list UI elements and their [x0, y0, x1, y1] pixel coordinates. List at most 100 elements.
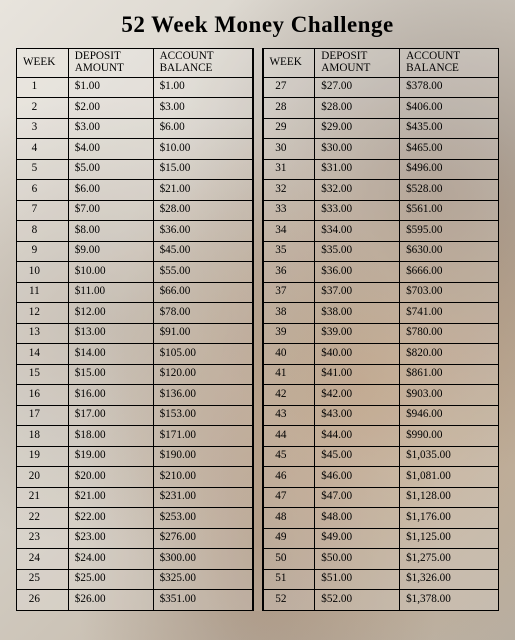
deposit-cell: $38.00 — [315, 303, 400, 324]
week-cell: 11 — [17, 282, 69, 303]
week-cell: 3 — [17, 118, 69, 139]
table-row: 15$15.00$120.00 — [17, 364, 253, 385]
week-cell: 4 — [17, 139, 69, 160]
balance-cell: $630.00 — [400, 241, 499, 262]
balance-cell: $496.00 — [400, 159, 499, 180]
deposit-cell: $46.00 — [315, 467, 400, 488]
week-cell: 44 — [263, 426, 315, 447]
balance-cell: $1,125.00 — [400, 528, 499, 549]
balance-cell: $435.00 — [400, 118, 499, 139]
balance-cell: $45.00 — [153, 241, 252, 262]
week-cell: 24 — [17, 549, 69, 570]
table-row: 40$40.00$820.00 — [263, 344, 499, 365]
table-row: 5$5.00$15.00 — [17, 159, 253, 180]
deposit-cell: $51.00 — [315, 569, 400, 590]
deposit-cell: $52.00 — [315, 590, 400, 611]
table-row: 37$37.00$703.00 — [263, 282, 499, 303]
deposit-cell: $29.00 — [315, 118, 400, 139]
balance-cell: $990.00 — [400, 426, 499, 447]
table-row: 18$18.00$171.00 — [17, 426, 253, 447]
table-row: 21$21.00$231.00 — [17, 487, 253, 508]
balance-cell: $406.00 — [400, 98, 499, 119]
header-row: WEEK DEPOSIT AMOUNT ACCOUNT BALANCE — [17, 49, 253, 78]
table-row: 3$3.00$6.00 — [17, 118, 253, 139]
table-row: 8$8.00$36.00 — [17, 221, 253, 242]
table-row: 42$42.00$903.00 — [263, 385, 499, 406]
balance-cell: $6.00 — [153, 118, 252, 139]
deposit-cell: $28.00 — [315, 98, 400, 119]
col-header-balance: ACCOUNT BALANCE — [400, 49, 499, 78]
balance-cell: $595.00 — [400, 221, 499, 242]
balance-cell: $231.00 — [153, 487, 252, 508]
week-cell: 8 — [17, 221, 69, 242]
balance-cell: $1,275.00 — [400, 549, 499, 570]
week-cell: 49 — [263, 528, 315, 549]
balance-cell: $528.00 — [400, 180, 499, 201]
balance-cell: $1,081.00 — [400, 467, 499, 488]
deposit-cell: $23.00 — [68, 528, 153, 549]
deposit-cell: $22.00 — [68, 508, 153, 529]
table-row: 17$17.00$153.00 — [17, 405, 253, 426]
header-row: WEEK DEPOSIT AMOUNT ACCOUNT BALANCE — [263, 49, 499, 78]
week-cell: 17 — [17, 405, 69, 426]
week-cell: 6 — [17, 180, 69, 201]
week-cell: 23 — [17, 528, 69, 549]
balance-cell: $105.00 — [153, 344, 252, 365]
balance-cell: $276.00 — [153, 528, 252, 549]
week-cell: 36 — [263, 262, 315, 283]
table-row: 1$1.00$1.00 — [17, 77, 253, 98]
balance-cell: $28.00 — [153, 200, 252, 221]
balance-cell: $153.00 — [153, 405, 252, 426]
table-row: 33$33.00$561.00 — [263, 200, 499, 221]
deposit-cell: $49.00 — [315, 528, 400, 549]
balance-cell: $171.00 — [153, 426, 252, 447]
deposit-cell: $7.00 — [68, 200, 153, 221]
week-cell: 19 — [17, 446, 69, 467]
week-cell: 38 — [263, 303, 315, 324]
table-row: 47$47.00$1,128.00 — [263, 487, 499, 508]
week-cell: 35 — [263, 241, 315, 262]
deposit-cell: $15.00 — [68, 364, 153, 385]
deposit-cell: $8.00 — [68, 221, 153, 242]
week-cell: 27 — [263, 77, 315, 98]
challenge-table-right: WEEK DEPOSIT AMOUNT ACCOUNT BALANCE 27$2… — [263, 48, 500, 611]
week-cell: 29 — [263, 118, 315, 139]
balance-cell: $1,326.00 — [400, 569, 499, 590]
deposit-cell: $40.00 — [315, 344, 400, 365]
table-row: 26$26.00$351.00 — [17, 590, 253, 611]
balance-cell: $1,378.00 — [400, 590, 499, 611]
deposit-cell: $10.00 — [68, 262, 153, 283]
deposit-cell: $9.00 — [68, 241, 153, 262]
balance-cell: $1.00 — [153, 77, 252, 98]
table-row: 7$7.00$28.00 — [17, 200, 253, 221]
table-row: 14$14.00$105.00 — [17, 344, 253, 365]
deposit-cell: $32.00 — [315, 180, 400, 201]
deposit-cell: $42.00 — [315, 385, 400, 406]
balance-cell: $741.00 — [400, 303, 499, 324]
deposit-cell: $18.00 — [68, 426, 153, 447]
deposit-cell: $6.00 — [68, 180, 153, 201]
week-cell: 33 — [263, 200, 315, 221]
balance-cell: $10.00 — [153, 139, 252, 160]
week-cell: 45 — [263, 446, 315, 467]
week-cell: 9 — [17, 241, 69, 262]
table-row: 36$36.00$666.00 — [263, 262, 499, 283]
balance-cell: $190.00 — [153, 446, 252, 467]
balance-cell: $666.00 — [400, 262, 499, 283]
table-row: 20$20.00$210.00 — [17, 467, 253, 488]
deposit-cell: $11.00 — [68, 282, 153, 303]
table-row: 19$19.00$190.00 — [17, 446, 253, 467]
table-row: 39$39.00$780.00 — [263, 323, 499, 344]
week-cell: 48 — [263, 508, 315, 529]
balance-cell: $820.00 — [400, 344, 499, 365]
deposit-cell: $47.00 — [315, 487, 400, 508]
week-cell: 40 — [263, 344, 315, 365]
table-row: 34$34.00$595.00 — [263, 221, 499, 242]
deposit-cell: $20.00 — [68, 467, 153, 488]
balance-cell: $465.00 — [400, 139, 499, 160]
table-row: 48$48.00$1,176.00 — [263, 508, 499, 529]
week-cell: 26 — [17, 590, 69, 611]
balance-cell: $300.00 — [153, 549, 252, 570]
table-row: 41$41.00$861.00 — [263, 364, 499, 385]
week-cell: 22 — [17, 508, 69, 529]
